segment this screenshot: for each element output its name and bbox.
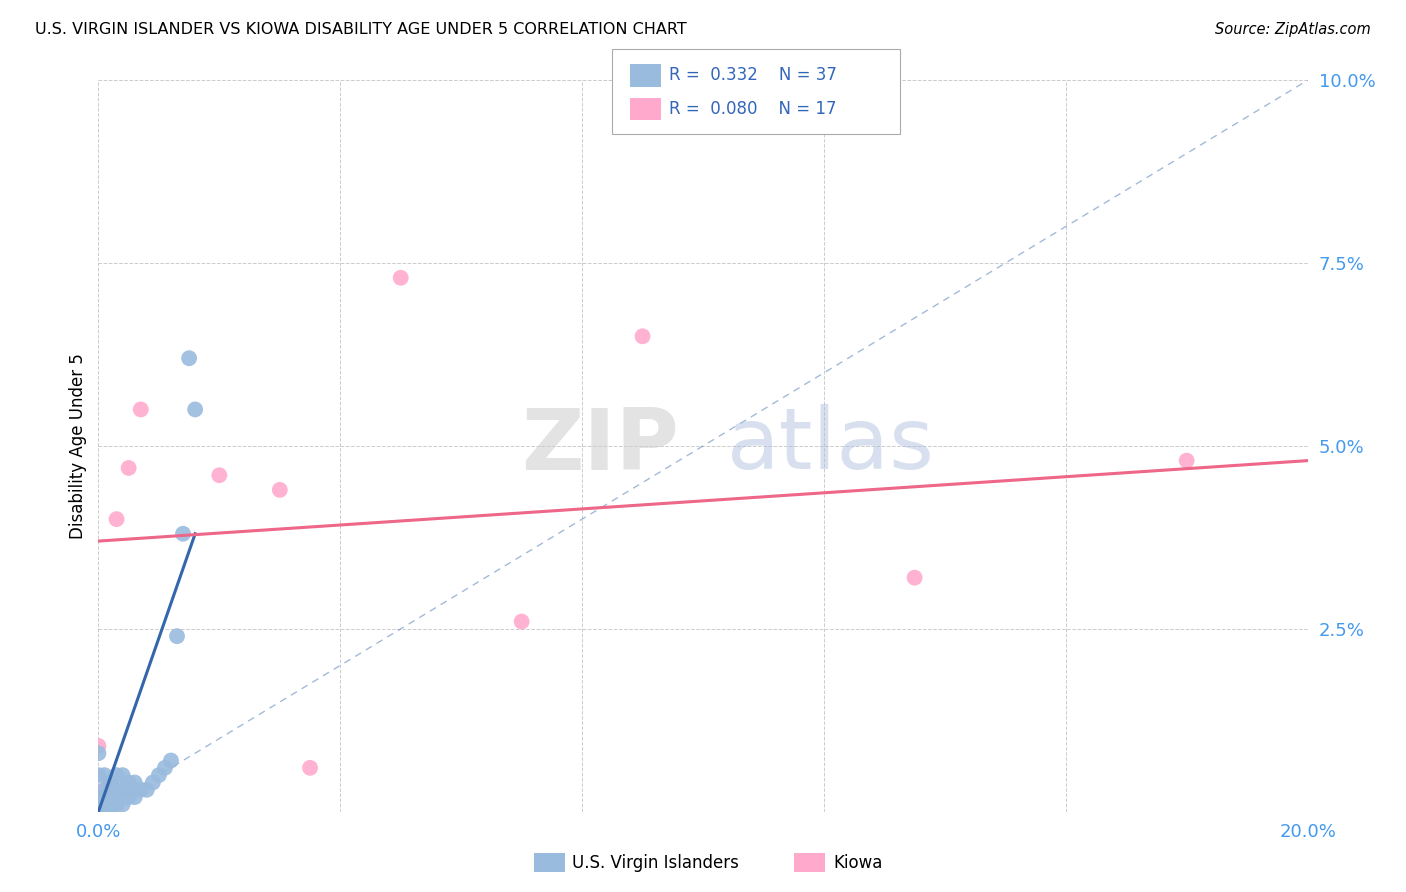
Point	[87, 790, 110, 805]
Y-axis label: Disability Age Under 5: Disability Age Under 5	[69, 353, 87, 539]
Point	[100, 805, 122, 819]
Point	[904, 571, 927, 585]
Point	[100, 805, 122, 819]
Point	[129, 402, 152, 417]
Point	[100, 775, 122, 789]
Text: R =  0.080    N = 17: R = 0.080 N = 17	[669, 100, 837, 118]
Point	[105, 797, 128, 812]
Point	[118, 461, 141, 475]
Point	[129, 782, 152, 797]
Point	[160, 754, 183, 768]
Point	[118, 782, 141, 797]
Point	[124, 775, 146, 789]
Point	[153, 761, 176, 775]
Point	[93, 805, 115, 819]
Point	[105, 768, 128, 782]
Point	[87, 790, 110, 805]
Point	[148, 768, 170, 782]
Point	[105, 782, 128, 797]
Text: atlas: atlas	[727, 404, 935, 488]
Point	[87, 739, 110, 753]
Point	[93, 782, 115, 797]
Text: U.S. Virgin Islanders: U.S. Virgin Islanders	[572, 854, 740, 871]
Point	[135, 782, 157, 797]
Point	[100, 782, 122, 797]
Point	[118, 790, 141, 805]
Point	[389, 270, 412, 285]
Point	[142, 775, 165, 789]
Point	[510, 615, 533, 629]
Point	[93, 790, 115, 805]
Point	[124, 790, 146, 805]
Text: Source: ZipAtlas.com: Source: ZipAtlas.com	[1215, 22, 1371, 37]
Point	[87, 805, 110, 819]
Point	[87, 805, 110, 819]
Point	[87, 805, 110, 819]
Point	[87, 768, 110, 782]
Point	[166, 629, 188, 643]
Point	[87, 746, 110, 760]
Point	[118, 775, 141, 789]
Point	[93, 768, 115, 782]
Point	[111, 797, 134, 812]
Point	[269, 483, 291, 497]
Point	[87, 805, 110, 819]
Point	[631, 329, 654, 343]
Point	[111, 782, 134, 797]
Point	[100, 775, 122, 789]
Point	[87, 805, 110, 819]
Point	[1175, 453, 1198, 467]
Point	[105, 512, 128, 526]
Point	[93, 782, 115, 797]
Text: Kiowa: Kiowa	[834, 854, 883, 871]
Text: U.S. VIRGIN ISLANDER VS KIOWA DISABILITY AGE UNDER 5 CORRELATION CHART: U.S. VIRGIN ISLANDER VS KIOWA DISABILITY…	[35, 22, 688, 37]
Point	[299, 761, 322, 775]
Point	[111, 768, 134, 782]
Point	[184, 402, 207, 417]
Point	[93, 805, 115, 819]
Point	[208, 468, 231, 483]
Text: ZIP: ZIP	[522, 404, 679, 488]
Text: R =  0.332    N = 37: R = 0.332 N = 37	[669, 66, 837, 84]
Point	[172, 526, 194, 541]
Point	[179, 351, 201, 366]
Point	[100, 790, 122, 805]
